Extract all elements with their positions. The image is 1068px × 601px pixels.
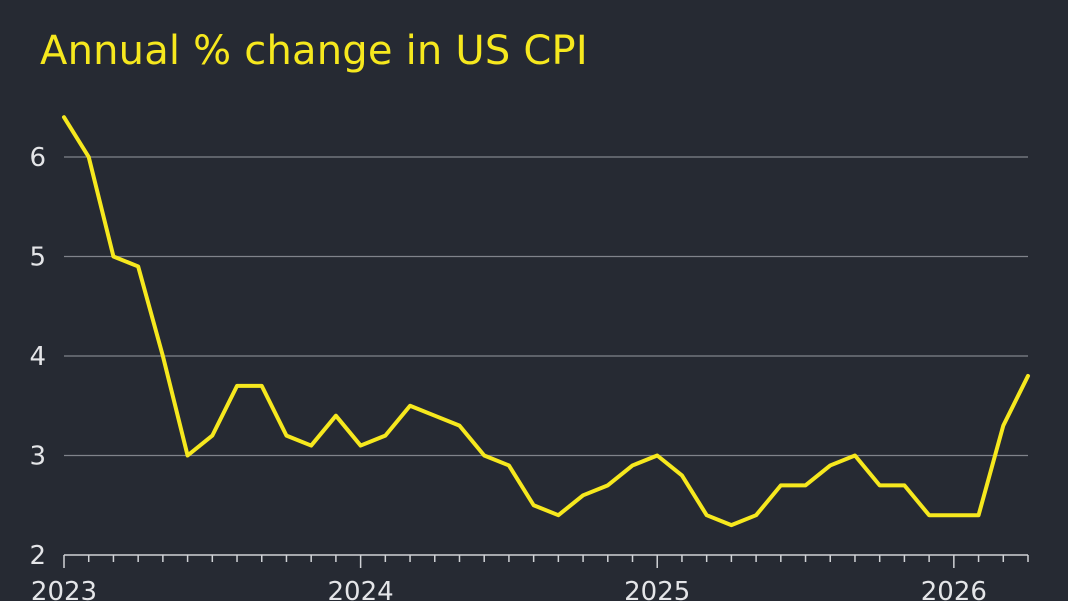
y-tick-label-2: 2 (29, 541, 46, 571)
series-layer (62, 115, 1030, 528)
x-tick-label-2025: 2025 (624, 577, 690, 601)
x-tick-label-2026: 2026 (921, 577, 987, 601)
y-axis-labels: 2 3 4 5 6 (29, 143, 46, 571)
grid-layer (64, 156, 1028, 457)
y-tick-label-3: 3 (29, 442, 46, 472)
chart-title: Annual % change in US CPI (40, 28, 588, 74)
series-line-0 (62, 115, 1030, 528)
x-tick-label-2023: 2023 (31, 577, 97, 601)
y-tick-label-5: 5 (29, 243, 46, 273)
x-tick-label-2024: 2024 (328, 577, 394, 601)
x-axis-labels: 2023 2024 2025 2026 (31, 577, 987, 601)
y-tick-label-4: 4 (29, 342, 46, 372)
y-tick-label-6: 6 (29, 143, 46, 173)
x-axis (63, 554, 1029, 568)
